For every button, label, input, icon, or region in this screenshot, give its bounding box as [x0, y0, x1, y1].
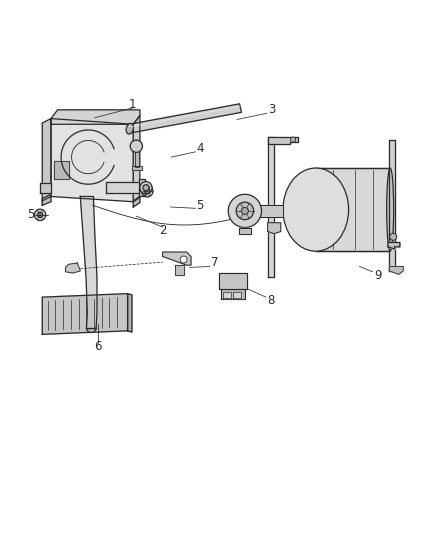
Text: 9: 9 — [373, 269, 381, 282]
Text: 2: 2 — [159, 224, 166, 237]
Polygon shape — [51, 118, 133, 201]
Polygon shape — [387, 243, 399, 249]
Polygon shape — [133, 116, 140, 201]
Polygon shape — [42, 195, 51, 205]
Polygon shape — [219, 272, 246, 289]
Polygon shape — [389, 140, 394, 271]
Polygon shape — [267, 223, 280, 233]
Text: 8: 8 — [267, 294, 274, 307]
Polygon shape — [54, 161, 68, 179]
Circle shape — [130, 140, 142, 152]
Circle shape — [141, 185, 152, 197]
Polygon shape — [133, 197, 140, 207]
Polygon shape — [389, 266, 403, 274]
Polygon shape — [134, 152, 139, 167]
Polygon shape — [223, 292, 230, 298]
Text: 4: 4 — [196, 142, 203, 155]
Polygon shape — [232, 292, 240, 298]
Circle shape — [37, 212, 42, 217]
Circle shape — [34, 209, 46, 221]
Circle shape — [140, 182, 152, 194]
Polygon shape — [51, 110, 140, 124]
Text: 7: 7 — [211, 256, 219, 270]
Polygon shape — [174, 265, 183, 275]
Text: 3: 3 — [268, 103, 275, 116]
Polygon shape — [128, 104, 241, 133]
Circle shape — [228, 195, 261, 228]
Text: 5: 5 — [196, 199, 203, 212]
Polygon shape — [234, 205, 283, 217]
Circle shape — [145, 189, 150, 194]
Polygon shape — [139, 179, 145, 197]
Polygon shape — [65, 263, 80, 273]
Circle shape — [236, 202, 253, 220]
Polygon shape — [162, 252, 191, 265]
Ellipse shape — [126, 123, 133, 134]
Polygon shape — [267, 138, 297, 144]
Ellipse shape — [283, 168, 348, 251]
Polygon shape — [267, 138, 274, 278]
Polygon shape — [221, 289, 244, 299]
Text: 6: 6 — [94, 340, 101, 353]
Text: 5: 5 — [27, 208, 34, 221]
Circle shape — [241, 207, 248, 214]
Polygon shape — [42, 294, 127, 334]
Circle shape — [389, 233, 396, 240]
Circle shape — [290, 137, 295, 142]
Ellipse shape — [386, 168, 393, 251]
Circle shape — [143, 184, 149, 191]
Polygon shape — [106, 182, 140, 193]
Circle shape — [180, 256, 187, 263]
Polygon shape — [40, 183, 51, 193]
Polygon shape — [132, 166, 141, 170]
Polygon shape — [42, 118, 51, 201]
Polygon shape — [80, 197, 97, 329]
Polygon shape — [315, 168, 389, 251]
Text: 1: 1 — [128, 98, 135, 111]
Polygon shape — [239, 228, 251, 233]
Polygon shape — [127, 294, 132, 332]
